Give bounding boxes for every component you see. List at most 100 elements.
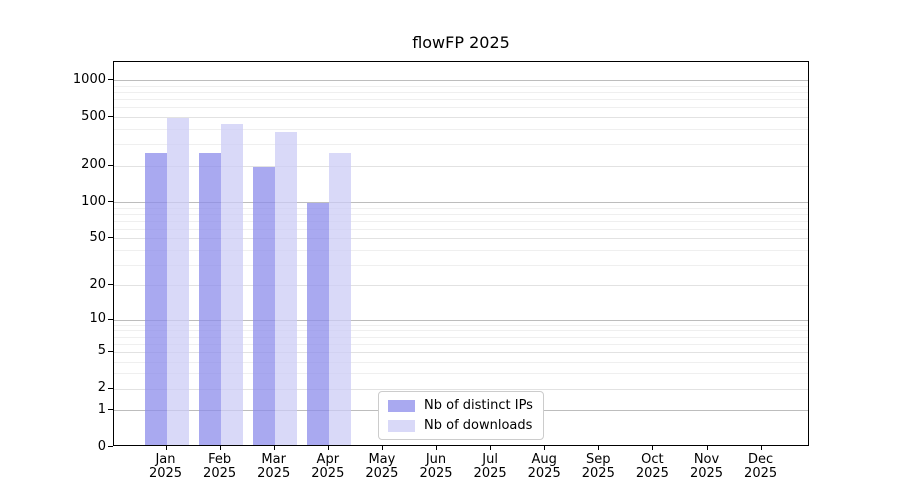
minor-gridline [114, 107, 808, 109]
minor-gridline [114, 264, 808, 266]
minor-gridline [114, 220, 808, 222]
legend-label-downloads: Nb of downloads [424, 418, 533, 433]
y-tick-label: 1000 [72, 71, 106, 87]
y-tick-label: 0 [97, 438, 106, 454]
gridline [114, 117, 808, 119]
gridline [114, 165, 808, 167]
minor-gridline [114, 336, 808, 338]
y-tick-label: 200 [81, 157, 106, 173]
bar-nb-of-downloads [220, 124, 243, 445]
gridline [114, 351, 808, 353]
y-tick-label: 500 [81, 108, 106, 124]
x-tick-year: 2025 [257, 466, 291, 481]
x-tick-year: 2025 [635, 466, 669, 481]
y-tick-mark [108, 237, 113, 239]
x-tick-month: Oct [641, 452, 664, 467]
x-tick-label-jun: Jun 2025 [404, 453, 468, 481]
x-tick-year: 2025 [148, 466, 183, 481]
minor-gridline [114, 373, 808, 375]
x-tick-label-aug: Aug 2025 [512, 453, 576, 481]
gridline [114, 80, 808, 82]
x-tick-mark [598, 446, 600, 450]
bar-nb-of-distinct-ips [252, 167, 275, 445]
x-tick-label-oct: Oct 2025 [620, 453, 684, 481]
x-tick-year: 2025 [527, 466, 561, 481]
x-tick-month: Nov [693, 452, 720, 467]
x-tick-label-jan: Jan 2025 [134, 453, 198, 481]
x-tick-label-sep: Sep 2025 [566, 453, 630, 481]
x-tick-year: 2025 [419, 466, 453, 481]
legend-item-downloads: Nb of downloads [388, 418, 534, 433]
minor-gridline [114, 144, 808, 146]
bar-nb-of-distinct-ips [198, 153, 221, 445]
minor-gridline [114, 249, 808, 251]
y-tick-mark [108, 409, 113, 411]
y-tick-mark [108, 201, 113, 203]
legend-item-distinct-ips: Nb of distinct IPs [388, 398, 534, 413]
x-tick-mark [760, 446, 762, 450]
x-tick-mark [381, 446, 383, 450]
x-tick-month: Jun [425, 452, 447, 467]
x-tick-year: 2025 [365, 466, 399, 481]
x-tick-mark [219, 446, 221, 450]
y-tick-label: 2 [97, 380, 106, 396]
bar-nb-of-distinct-ips [144, 152, 167, 445]
y-tick-label: 1 [97, 401, 106, 417]
gridline [114, 388, 808, 390]
gridline [114, 319, 808, 321]
x-tick-label-jul: Jul 2025 [458, 453, 522, 481]
x-tick-mark [490, 446, 492, 450]
y-tick-mark [108, 350, 113, 352]
x-tick-label-may: May 2025 [350, 453, 414, 481]
x-tick-mark [165, 446, 167, 450]
x-tick-month: Sep [586, 452, 611, 467]
x-tick-month: Feb [208, 452, 232, 467]
minor-gridline [114, 207, 808, 209]
gridline [114, 285, 808, 287]
x-tick-label-mar: Mar 2025 [242, 453, 306, 481]
y-tick-mark [108, 164, 113, 166]
y-tick-label: 100 [81, 193, 106, 209]
legend-label-distinct-ips: Nb of distinct IPs [424, 398, 533, 413]
x-tick-mark [544, 446, 546, 450]
x-tick-month: Aug [531, 452, 557, 467]
minor-gridline [114, 228, 808, 230]
x-tick-label-nov: Nov 2025 [675, 453, 739, 481]
x-tick-year: 2025 [473, 466, 507, 481]
x-tick-label-apr: Apr 2025 [296, 453, 360, 481]
bar-nb-of-distinct-ips [306, 202, 329, 445]
x-tick-month: Jan [155, 452, 176, 467]
minor-gridline [114, 361, 808, 363]
minor-gridline [114, 330, 808, 332]
x-tick-mark [436, 446, 437, 450]
x-tick-year: 2025 [311, 466, 345, 481]
x-tick-mark [327, 446, 329, 450]
minor-gridline [114, 324, 808, 326]
minor-gridline [114, 343, 808, 345]
plot-area [113, 61, 809, 446]
chart-title: flowFP 2025 [412, 33, 510, 52]
minor-gridline [114, 85, 808, 87]
x-tick-year: 2025 [744, 466, 778, 481]
bar-nb-of-downloads [328, 152, 351, 445]
y-tick-label: 50 [89, 229, 106, 245]
minor-gridline [114, 128, 808, 130]
x-tick-year: 2025 [203, 466, 237, 481]
x-tick-mark [273, 446, 275, 450]
x-tick-year: 2025 [581, 466, 615, 481]
y-tick-mark [108, 79, 113, 81]
minor-gridline [114, 92, 808, 94]
minor-gridline [114, 213, 808, 215]
x-tick-month: May [368, 452, 396, 467]
legend: Nb of distinct IPs Nb of downloads [378, 391, 544, 440]
y-tick-label: 10 [89, 311, 106, 327]
legend-swatch-downloads [388, 419, 415, 432]
y-tick-mark [108, 284, 113, 286]
x-tick-mark [652, 446, 654, 450]
x-tick-month: Jul [482, 452, 498, 467]
x-tick-label-dec: Dec 2025 [729, 453, 793, 481]
y-tick-label: 20 [89, 276, 106, 292]
x-tick-month: Apr [316, 452, 340, 467]
y-tick-mark [108, 387, 113, 389]
